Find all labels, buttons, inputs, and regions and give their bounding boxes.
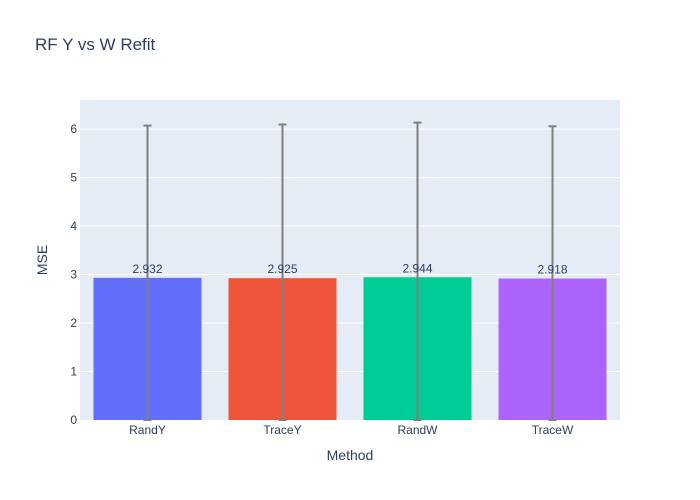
y-tick-label: 5 bbox=[70, 171, 77, 185]
data-label-tracey: 2.925 bbox=[267, 262, 297, 276]
x-tick-label-tracew: TraceW bbox=[532, 423, 574, 437]
data-labels: 2.932 2.925 2.944 2.918 bbox=[132, 261, 567, 276]
data-label-tracew: 2.918 bbox=[537, 263, 567, 277]
error-bars bbox=[143, 121, 557, 421]
y-tick-label: 0 bbox=[70, 413, 77, 427]
x-tick-label-randw: RandW bbox=[397, 423, 438, 437]
y-tick-label: 1 bbox=[70, 365, 77, 379]
data-label-randw: 2.944 bbox=[402, 261, 432, 275]
y-tick-label: 3 bbox=[70, 268, 77, 282]
x-axis-ticks: RandY TraceY RandW TraceW bbox=[129, 423, 574, 437]
y-tick-label: 6 bbox=[70, 122, 77, 136]
x-axis-title: Method bbox=[327, 447, 374, 463]
y-tick-label: 4 bbox=[70, 219, 77, 233]
y-axis-ticks: 0 1 2 3 4 5 6 bbox=[70, 122, 77, 427]
x-tick-label-tracey: TraceY bbox=[263, 423, 301, 437]
data-label-randy: 2.932 bbox=[132, 262, 162, 276]
y-tick-label: 2 bbox=[70, 316, 77, 330]
y-axis-title: MSE bbox=[34, 245, 50, 275]
chart-title: RF Y vs W Refit bbox=[35, 35, 156, 54]
x-tick-label-randy: RandY bbox=[129, 423, 166, 437]
